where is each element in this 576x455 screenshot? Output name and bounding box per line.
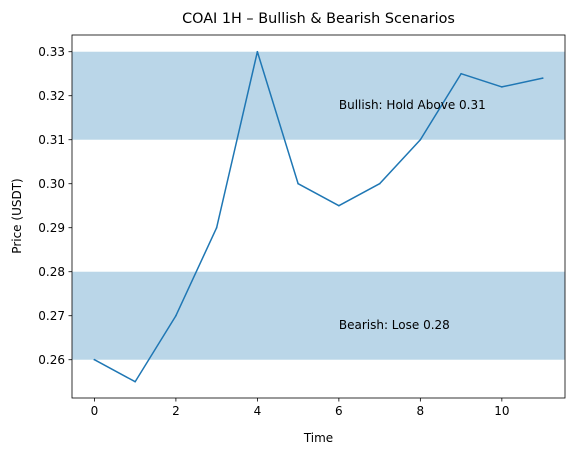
y-tick-label: 0.30 bbox=[38, 177, 65, 191]
data-point bbox=[338, 204, 340, 207]
annotation-0: Bullish: Hold Above 0.31 bbox=[339, 98, 486, 112]
y-tick-label: 0.31 bbox=[38, 133, 65, 147]
annotation-1: Bearish: Lose 0.28 bbox=[339, 318, 450, 332]
plot-frame bbox=[71, 34, 566, 399]
y-tick-label: 0.32 bbox=[38, 89, 65, 103]
scenario-bands bbox=[72, 51, 565, 360]
x-tick-label: 8 bbox=[417, 404, 425, 418]
x-axis-label: Time bbox=[303, 431, 333, 445]
data-point bbox=[93, 358, 96, 361]
annotations: Bullish: Hold Above 0.31 Bearish: Lose 0.… bbox=[339, 98, 486, 332]
data-point bbox=[134, 380, 136, 383]
data-point bbox=[175, 314, 177, 317]
scenario-band-1 bbox=[72, 271, 565, 360]
series-line-0 bbox=[93, 50, 544, 383]
data-point bbox=[419, 138, 422, 141]
data-point bbox=[541, 77, 544, 79]
x-tick-label: 10 bbox=[494, 404, 509, 418]
y-tick-label: 0.28 bbox=[38, 265, 65, 279]
data-point bbox=[215, 226, 218, 229]
x-tick-label: 6 bbox=[335, 404, 343, 418]
data-point bbox=[256, 50, 259, 53]
axis-ticks: 0 2 4 6 8 10 0.26 0.27 0.28 0.29 0.30 0.31 0.32 0.33 bbox=[38, 45, 509, 418]
data-point bbox=[297, 182, 299, 185]
y-tick-label: 0.26 bbox=[38, 353, 65, 367]
price-series bbox=[93, 50, 544, 383]
scenario-band-0 bbox=[72, 51, 565, 140]
data-point bbox=[378, 182, 381, 185]
y-tick-label: 0.27 bbox=[38, 309, 65, 323]
x-tick-label: 2 bbox=[172, 404, 180, 418]
chart-title: COAI 1H – Bullish & Bearish Scenarios bbox=[182, 11, 455, 27]
y-tick-label: 0.33 bbox=[38, 45, 65, 59]
x-tick-label: 0 bbox=[91, 404, 99, 418]
y-tick-label: 0.29 bbox=[38, 221, 65, 235]
data-point bbox=[501, 86, 503, 88]
data-point bbox=[460, 72, 462, 75]
x-tick-label: 4 bbox=[254, 404, 262, 418]
y-axis-label: Price (USDT) bbox=[10, 178, 24, 253]
